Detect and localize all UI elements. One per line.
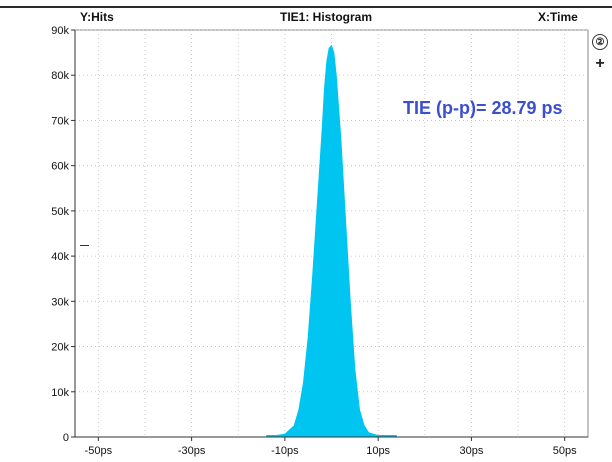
y-tick-label: 50k [51,206,69,218]
x-axis-header-label: X:Time [538,10,578,24]
x-tick-label: 10ps [366,445,390,457]
x-tick-label: 50ps [553,445,577,457]
y-axis-header-label: Y:Hits [80,10,114,24]
y-tick-label: 60k [51,161,69,173]
marker-dash [80,245,89,246]
header-rule [0,6,612,8]
y-tick-label: 80k [51,70,69,82]
x-tick-label: 30ps [459,445,483,457]
y-tick-label: 90k [51,25,69,37]
y-tick-label: 70k [51,115,69,127]
add-measurement-button[interactable]: + [595,55,605,72]
y-tick-label: 40k [51,251,69,263]
x-tick-label: -30ps [178,445,206,457]
y-tick-label: 20k [51,342,69,354]
axes: 0 10k 20k 30k 40k 50k 60k 70k 80k 90k -50ps -30ps -1… [51,25,588,457]
chart-title: TIE1: Histogram [280,10,373,24]
data-layer [266,44,397,438]
y-tick-label: 30k [51,296,69,308]
tie-pp-annotation: TIE (p-p)= 28.79 ps [403,98,563,118]
y-tick-label: 0 [63,432,69,444]
histogram-area [266,44,397,438]
channel-2-badge-button[interactable]: ② [592,34,608,50]
x-tick-label: -10ps [271,445,299,457]
x-tick-label: -50ps [85,445,113,457]
y-tick-label: 10k [51,387,69,399]
